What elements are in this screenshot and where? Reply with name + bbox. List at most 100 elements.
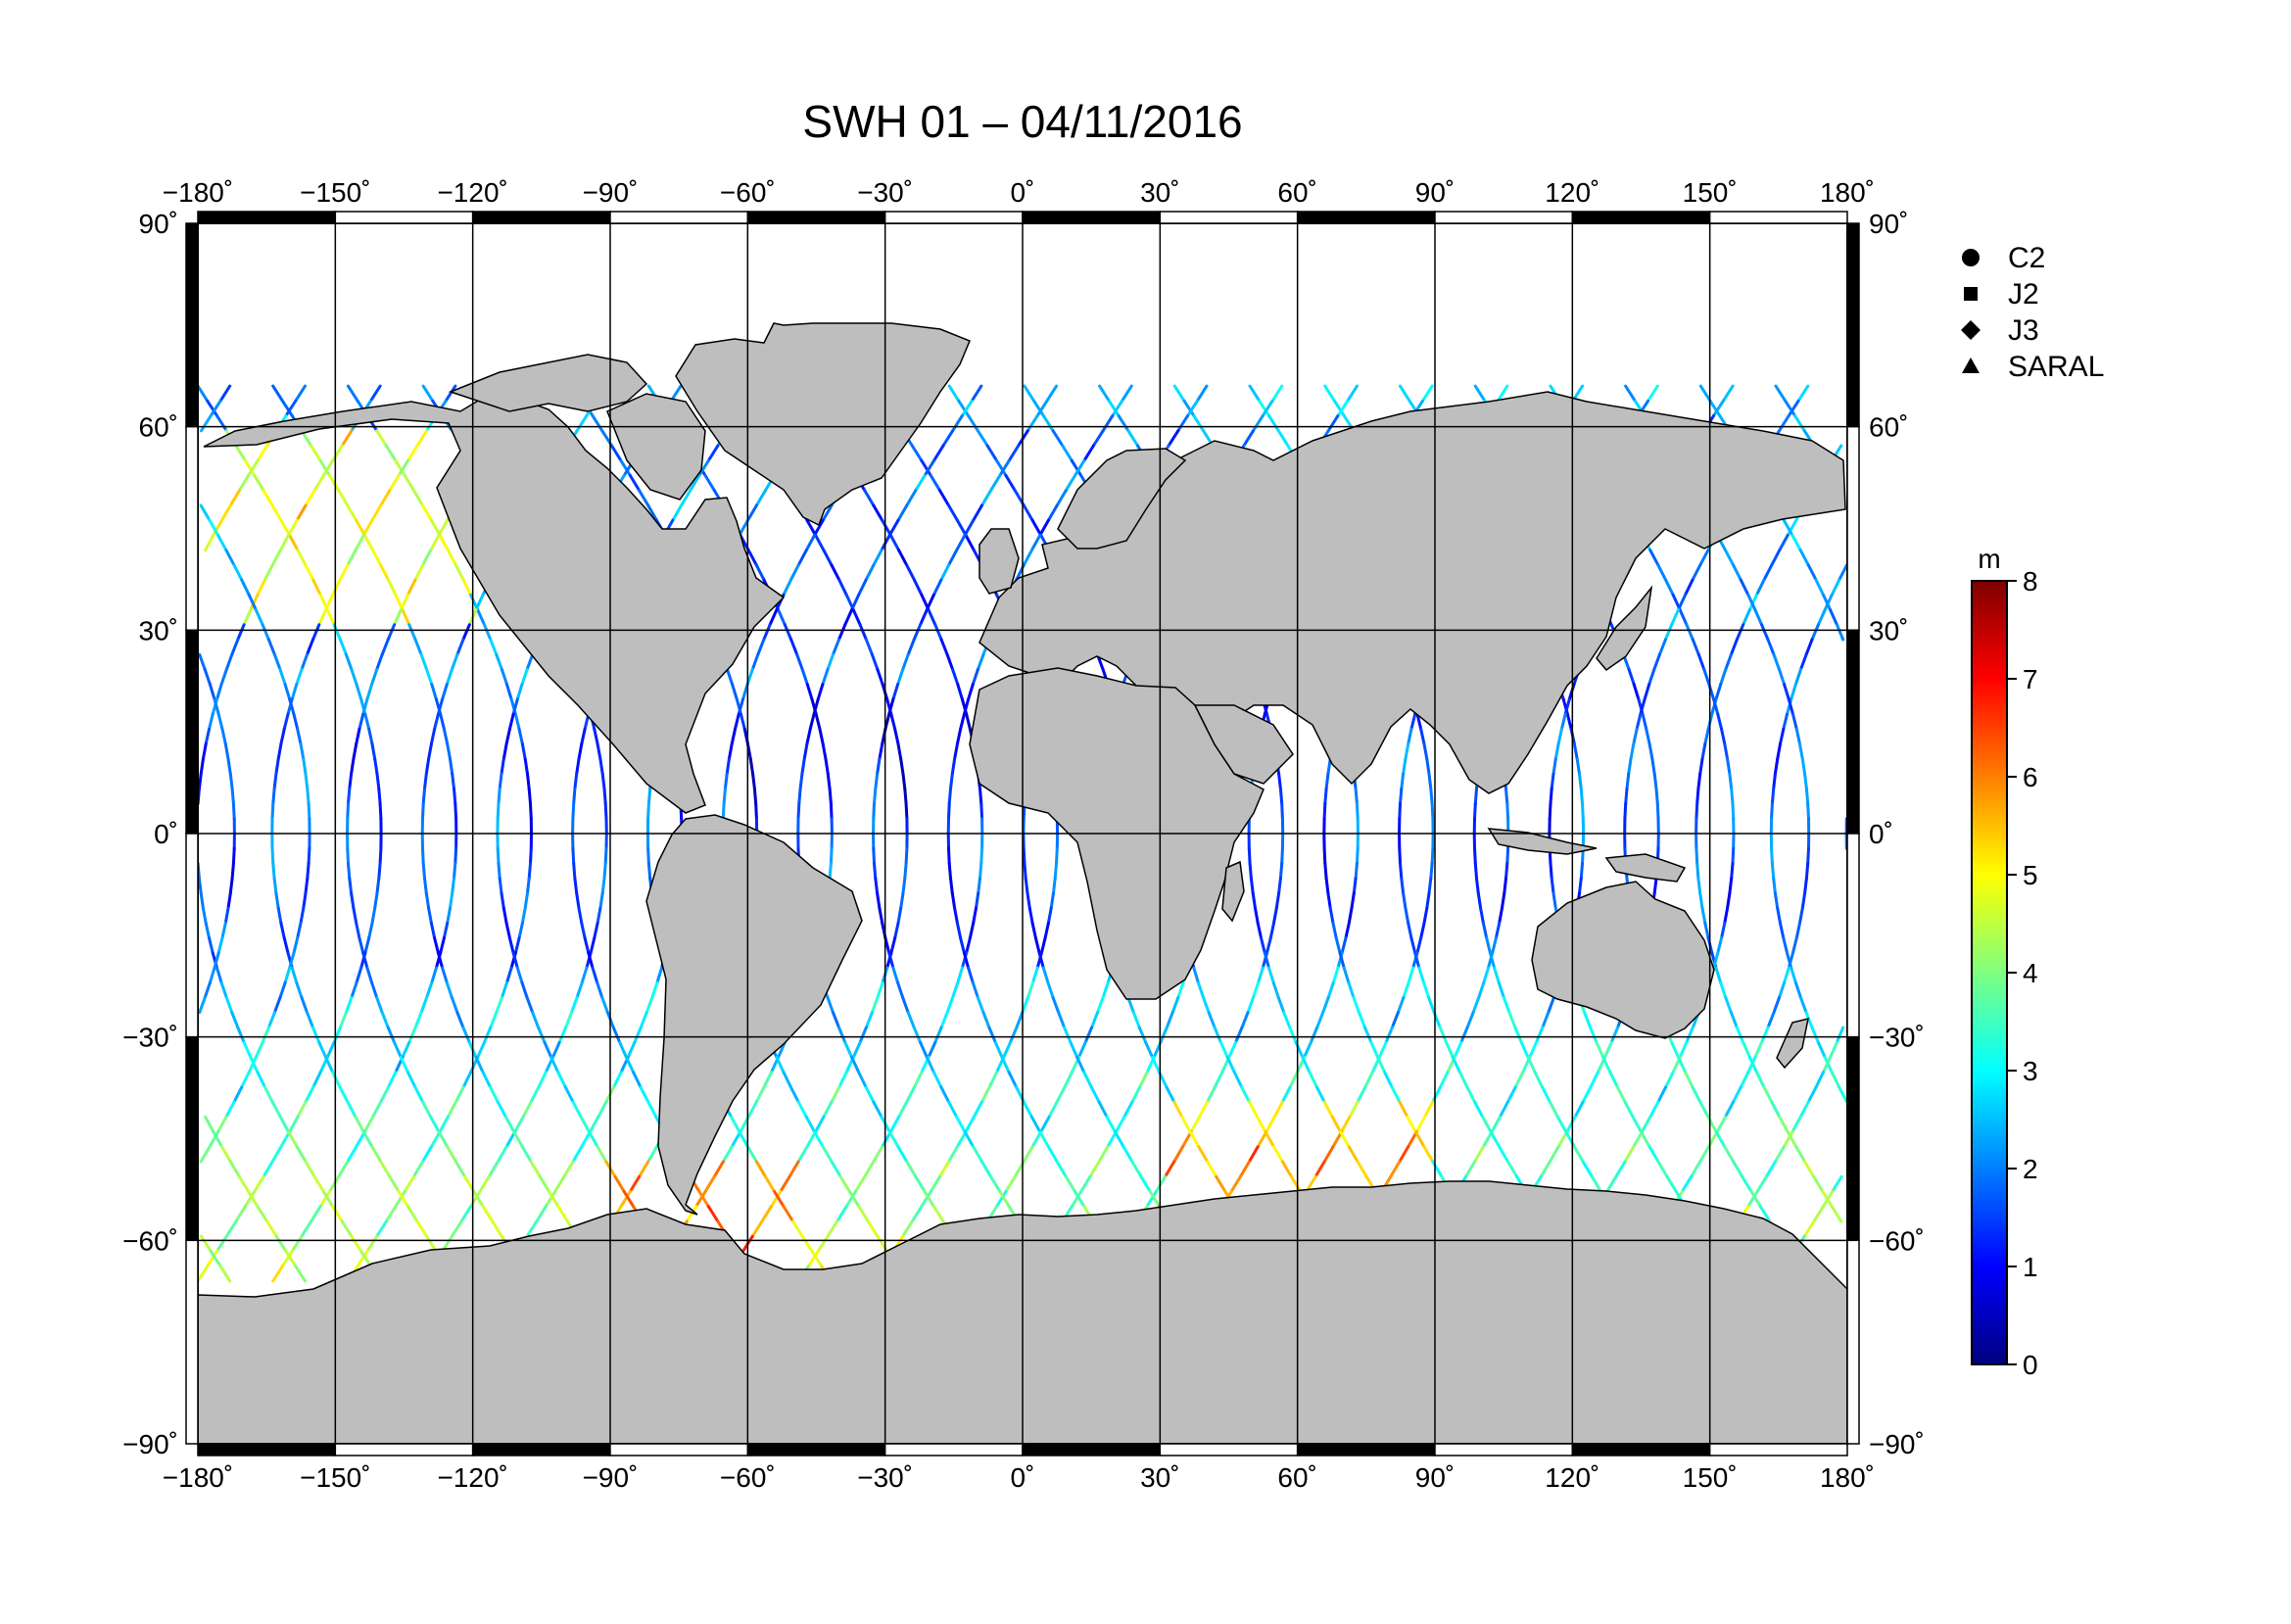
track-segment xyxy=(1280,864,1281,879)
track-segment xyxy=(1477,879,1479,893)
latitude-label-right: 60˚ xyxy=(1869,412,1908,443)
frame-block xyxy=(1435,212,1572,223)
latitude-label-right: 30˚ xyxy=(1869,615,1908,645)
track-segment xyxy=(1654,774,1656,788)
track-segment xyxy=(306,774,308,788)
diamond-marker-icon xyxy=(1961,320,1981,340)
track-segment xyxy=(830,788,831,803)
track-segment xyxy=(1432,804,1433,819)
longitude-label-top: 120˚ xyxy=(1545,177,1599,208)
track-segment xyxy=(348,804,349,819)
frame-block xyxy=(1710,1444,1847,1456)
frame-block xyxy=(186,1037,198,1241)
track-segment xyxy=(1357,848,1358,863)
track-segment xyxy=(1550,804,1551,819)
longitude-label-bottom: −60˚ xyxy=(720,1462,776,1493)
track-segment xyxy=(529,864,530,879)
track-segment xyxy=(799,788,800,803)
frame-block xyxy=(610,212,747,223)
colorbar-tick-label: 8 xyxy=(2023,566,2038,597)
track-segment xyxy=(500,774,501,788)
track-segment xyxy=(230,879,232,893)
legend-label: J3 xyxy=(2008,314,2039,347)
legend-label: C2 xyxy=(2008,242,2045,274)
track-segment xyxy=(754,788,755,803)
track-segment xyxy=(455,848,456,863)
track-segment xyxy=(1733,804,1734,819)
track-segment xyxy=(1626,788,1627,803)
frame-block xyxy=(1160,212,1297,223)
colorbar-tick-label: 6 xyxy=(2023,762,2038,792)
frame-block xyxy=(1023,1444,1160,1456)
track-segment xyxy=(1806,788,1807,803)
frame-block xyxy=(1847,834,1859,1037)
track-segment xyxy=(309,848,310,863)
track-segment xyxy=(1657,804,1658,819)
track-segment xyxy=(1698,879,1700,893)
track-segment xyxy=(455,804,456,819)
longitude-label-bottom: −30˚ xyxy=(857,1462,913,1493)
colorbar-unit: m xyxy=(1978,544,2000,574)
track-segment xyxy=(1507,804,1508,819)
frame-block xyxy=(1847,1240,1859,1444)
track-segment xyxy=(1504,879,1506,893)
track-segment xyxy=(1054,879,1056,893)
track-segment xyxy=(1324,804,1325,819)
track-segment xyxy=(604,788,605,803)
track-segment xyxy=(875,788,876,803)
longitude-label-top: 150˚ xyxy=(1683,177,1738,208)
longitude-label-bottom: 0˚ xyxy=(1011,1462,1035,1493)
track-segment xyxy=(1357,804,1358,819)
track-segment xyxy=(1402,879,1404,893)
frame-block xyxy=(186,427,198,631)
track-segment xyxy=(274,774,276,788)
track-segment xyxy=(1401,864,1402,879)
track-segment xyxy=(1431,864,1432,879)
frame-block xyxy=(186,630,198,834)
track-segment xyxy=(350,774,352,788)
latitude-labels-left: 90˚60˚30˚0˚−30˚−60˚−90˚ xyxy=(122,209,178,1459)
track-segment xyxy=(1654,879,1656,893)
track-segment xyxy=(1506,788,1507,803)
track-segment xyxy=(831,804,832,819)
frame-block xyxy=(1298,1444,1435,1456)
frame-block xyxy=(1435,1444,1572,1456)
track-segment xyxy=(1025,864,1026,879)
track-segment xyxy=(725,774,727,788)
longitude-label-bottom: −180˚ xyxy=(163,1462,233,1493)
track-segment xyxy=(1282,804,1283,819)
track-segment xyxy=(1808,804,1809,819)
track-segment xyxy=(423,788,424,803)
colorbar-tick-label: 3 xyxy=(2023,1056,2038,1086)
track-segment xyxy=(1696,804,1697,819)
latitude-label-right: −90˚ xyxy=(1869,1429,1925,1459)
circle-marker-icon xyxy=(1962,249,1980,266)
square-marker-icon xyxy=(1964,287,1978,301)
track-segment xyxy=(981,804,982,819)
track-segment xyxy=(1730,879,1732,893)
track-segment xyxy=(1026,879,1027,893)
track-segment xyxy=(1057,848,1058,863)
track-segment xyxy=(1429,774,1431,788)
track-segment xyxy=(605,848,606,863)
track-segment xyxy=(380,848,381,863)
track-segment xyxy=(1325,788,1326,803)
longitude-label-bottom: −120˚ xyxy=(437,1462,507,1493)
track-segment xyxy=(423,864,424,879)
frame-block xyxy=(1710,212,1847,223)
track-segment xyxy=(498,804,499,819)
track-segment xyxy=(1400,804,1401,819)
track-segment xyxy=(723,804,724,819)
track-segment xyxy=(528,774,530,788)
longitude-label-top: 60˚ xyxy=(1277,177,1316,208)
latitude-label-left: 90˚ xyxy=(139,209,178,239)
track-segment xyxy=(425,879,427,893)
frame-block xyxy=(1160,1444,1297,1456)
track-segment xyxy=(575,774,577,788)
frame-block xyxy=(186,223,198,427)
track-segment xyxy=(602,879,604,893)
track-segment xyxy=(1625,804,1626,819)
track-segment xyxy=(453,879,454,893)
